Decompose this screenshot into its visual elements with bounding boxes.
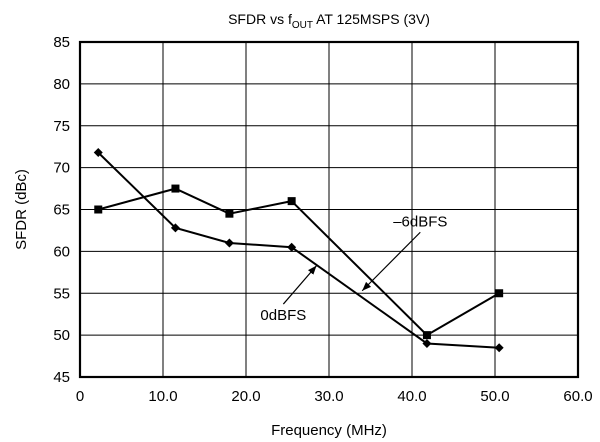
- annotation-label-0dbfs: 0dBFS: [260, 307, 306, 324]
- y-tick-label: 75: [53, 118, 70, 135]
- x-tick-label: 30.0: [314, 388, 343, 405]
- annotation-arrow-6dbfs: [361, 231, 421, 292]
- x-axis-title: Frequency (MHz): [271, 422, 387, 439]
- data-point-0dbfs: [287, 242, 297, 252]
- data-point-0dbfs: [170, 223, 180, 233]
- data-point-6dbfs: [422, 331, 431, 340]
- plot-frame: [78, 40, 580, 379]
- chart-title-suffix: AT 125MSPS (3V): [313, 11, 430, 27]
- series-line-0dbfs: [97, 151, 500, 349]
- data-point-6dbfs: [225, 209, 234, 218]
- tick-labels: 0 10.0 20.0 30.0 40.0 50.0 60.0 45 50 55 60 65 70 75 8…: [53, 34, 592, 405]
- y-tick-label: 55: [53, 285, 70, 302]
- y-tick-label: 80: [53, 76, 70, 93]
- annotation-label-6dbfs: –6dBFS: [393, 213, 447, 230]
- y-tick-label: 45: [53, 369, 70, 386]
- data-point-6dbfs: [495, 289, 504, 298]
- y-tick-label: 70: [53, 160, 70, 177]
- grid: [80, 42, 578, 377]
- data-point-0dbfs: [224, 238, 234, 248]
- data-point-6dbfs: [171, 184, 180, 193]
- chart-title-prefix: SFDR vs f: [228, 11, 292, 27]
- x-tick-label: 60.0: [563, 388, 592, 405]
- data-point-0dbfs: [494, 343, 504, 353]
- annotation-arrow-0dbfs: [282, 265, 318, 305]
- data-point-6dbfs: [94, 205, 103, 214]
- y-tick-label: 60: [53, 243, 70, 260]
- y-tick-label: 65: [53, 202, 70, 219]
- annotation-layer: –6dBFS 0dBFS: [260, 213, 447, 324]
- x-tick-label: 10.0: [148, 388, 177, 405]
- series-layer: [93, 148, 504, 353]
- x-tick-label: 50.0: [480, 388, 509, 405]
- y-axis-title: SFDR (dBc): [13, 169, 30, 250]
- x-tick-label: 40.0: [397, 388, 426, 405]
- data-point-0dbfs: [422, 339, 432, 348]
- y-tick-label: 85: [53, 34, 70, 51]
- chart-title: SFDR vs fOUT AT 125MSPS (3V): [228, 11, 430, 31]
- series-line-6dbfs: [98, 187, 500, 337]
- chart-title-subscript: OUT: [292, 20, 313, 31]
- x-tick-label: 20.0: [231, 388, 260, 405]
- data-point-0dbfs: [93, 148, 103, 158]
- x-tick-label: 0: [76, 388, 84, 405]
- data-point-6dbfs: [287, 197, 296, 206]
- y-tick-label: 50: [53, 327, 70, 344]
